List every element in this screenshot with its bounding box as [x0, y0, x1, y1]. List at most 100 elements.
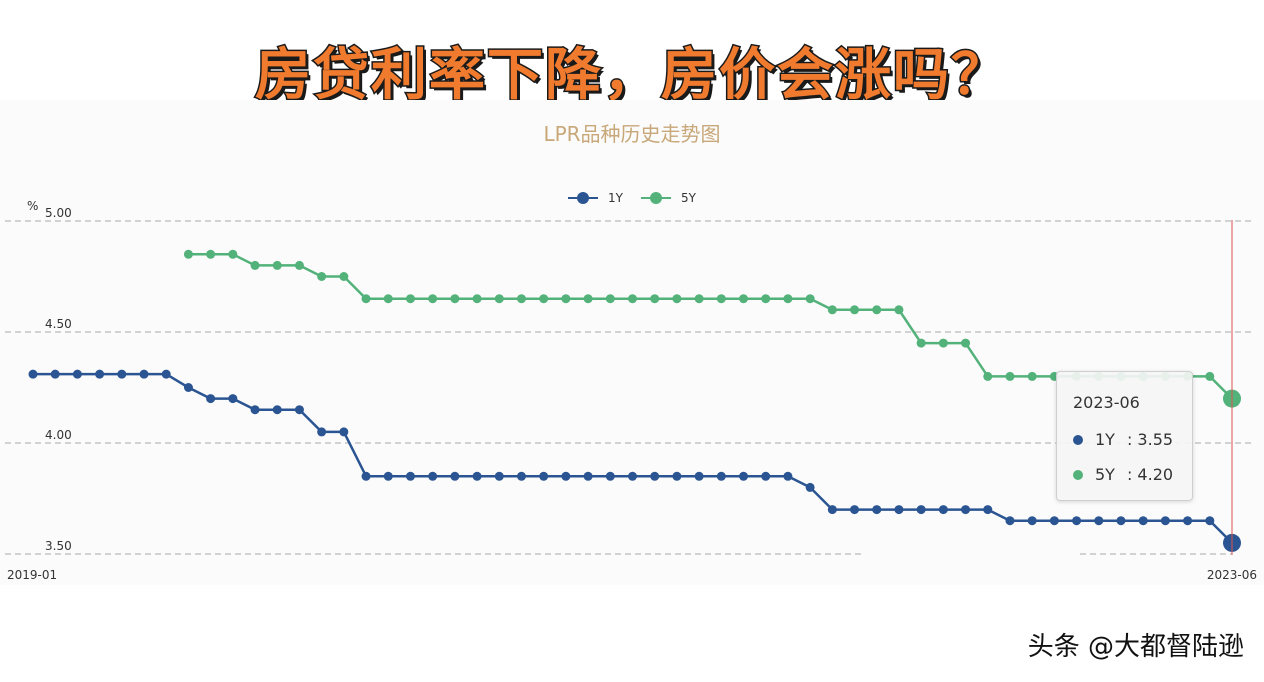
data-point-5y[interactable] — [694, 294, 704, 304]
data-point-1y[interactable] — [72, 369, 82, 379]
data-point-1y[interactable] — [916, 505, 926, 515]
data-point-5y[interactable] — [827, 305, 837, 315]
data-point-1y[interactable] — [228, 394, 238, 404]
data-point-1y[interactable] — [206, 394, 216, 404]
data-point-1y[interactable] — [628, 471, 637, 481]
data-point-1y[interactable] — [139, 369, 149, 379]
data-point-1y[interactable] — [561, 471, 571, 481]
data-point-1y[interactable] — [938, 505, 948, 515]
data-point-5y[interactable] — [228, 249, 238, 259]
data-point-1y[interactable] — [516, 471, 526, 481]
data-point-5y[interactable] — [894, 305, 904, 315]
data-point-1y[interactable] — [827, 505, 837, 515]
data-point-1y[interactable] — [428, 471, 438, 481]
data-point-5y[interactable] — [383, 294, 393, 304]
data-point-1y[interactable] — [1027, 516, 1037, 526]
data-point-5y[interactable] — [183, 249, 193, 259]
data-point-5y[interactable] — [561, 294, 571, 304]
data-point-1y[interactable] — [783, 471, 793, 481]
data-point-5y[interactable] — [716, 294, 726, 304]
tooltip-row-1y: 1Y : 3.55 — [1073, 430, 1173, 449]
data-point-5y[interactable] — [1027, 371, 1037, 381]
data-point-1y[interactable] — [472, 471, 482, 481]
data-point-1y[interactable] — [805, 482, 815, 492]
data-point-1y[interactable] — [1072, 516, 1082, 526]
y-tick-label: 4.50 — [45, 317, 72, 331]
data-point-1y[interactable] — [761, 471, 771, 481]
data-point-1y[interactable] — [872, 505, 882, 515]
data-point-5y[interactable] — [516, 294, 526, 304]
data-point-5y[interactable] — [494, 294, 504, 304]
data-point-1y[interactable] — [983, 505, 993, 515]
data-point-1y[interactable] — [672, 471, 682, 481]
data-point-1y[interactable] — [383, 471, 393, 481]
data-point-5y[interactable] — [761, 294, 771, 304]
data-point-5y[interactable] — [428, 294, 438, 304]
data-point-1y[interactable] — [1160, 516, 1170, 526]
data-point-5y[interactable] — [872, 305, 882, 315]
data-point-5y[interactable] — [983, 371, 993, 381]
data-point-5y[interactable] — [250, 260, 260, 270]
data-point-5y[interactable] — [339, 272, 349, 281]
data-point-1y[interactable] — [539, 471, 549, 481]
data-point-5y[interactable] — [294, 260, 304, 270]
data-point-5y[interactable] — [272, 260, 282, 270]
data-point-1y[interactable] — [183, 383, 193, 392]
data-point-5y[interactable] — [1005, 371, 1015, 381]
data-point-1y[interactable] — [583, 471, 593, 481]
data-point-1y[interactable] — [650, 471, 660, 481]
data-point-5y[interactable] — [539, 294, 549, 304]
data-point-5y[interactable] — [583, 294, 593, 304]
legend-marker — [577, 192, 589, 204]
data-point-1y[interactable] — [50, 369, 60, 379]
data-point-1y[interactable] — [1205, 516, 1215, 526]
data-point-1y[interactable] — [694, 471, 704, 481]
data-point-5y[interactable] — [850, 305, 860, 315]
data-point-5y[interactable] — [739, 294, 749, 304]
data-point-1y[interactable] — [161, 369, 171, 379]
data-point-1y[interactable] — [361, 471, 371, 481]
data-point-5y[interactable] — [628, 294, 637, 304]
data-point-5y[interactable] — [206, 249, 216, 259]
data-point-1y[interactable] — [494, 471, 504, 481]
data-point-5y[interactable] — [783, 294, 793, 304]
data-point-1y[interactable] — [716, 471, 726, 481]
data-point-1y[interactable] — [117, 369, 127, 379]
data-point-1y[interactable] — [739, 471, 749, 481]
data-point-1y[interactable] — [1138, 516, 1148, 526]
data-point-5y[interactable] — [361, 294, 371, 304]
data-point-1y[interactable] — [294, 405, 304, 415]
data-point-1y[interactable] — [1049, 516, 1059, 526]
data-point-1y[interactable] — [894, 505, 904, 515]
data-point-5y[interactable] — [650, 294, 660, 304]
data-point-1y[interactable] — [339, 427, 349, 437]
data-point-1y[interactable] — [95, 369, 105, 379]
data-point-1y[interactable] — [850, 505, 860, 515]
data-point-5y[interactable] — [605, 294, 615, 304]
data-point-1y[interactable] — [317, 427, 327, 437]
data-point-1y[interactable] — [272, 405, 282, 415]
data-point-5y[interactable] — [405, 294, 415, 304]
data-point-1y[interactable] — [250, 405, 260, 415]
data-point-1y[interactable] — [28, 369, 38, 379]
data-point-1y[interactable] — [961, 505, 971, 515]
data-point-1y[interactable] — [605, 471, 615, 481]
data-point-5y[interactable] — [672, 294, 682, 304]
data-point-5y[interactable] — [916, 338, 926, 348]
data-point-1y[interactable] — [1183, 516, 1193, 526]
y-tick-label: 5.00 — [45, 206, 72, 220]
data-point-1y[interactable] — [1094, 516, 1104, 526]
data-point-1y[interactable] — [1005, 516, 1015, 526]
data-point-1y[interactable] — [450, 471, 460, 481]
data-point-5y[interactable] — [938, 338, 948, 348]
data-point-5y[interactable] — [805, 294, 815, 304]
data-point-1y[interactable] — [1116, 516, 1126, 526]
data-point-5y[interactable] — [472, 294, 482, 304]
data-point-5y[interactable] — [1205, 371, 1215, 381]
data-point-5y[interactable] — [450, 294, 460, 304]
data-point-5y[interactable] — [961, 338, 971, 348]
data-point-5y[interactable] — [317, 272, 327, 281]
y-tick-labels: 5.00 4.50 4.00 3.50 — [45, 206, 72, 553]
tooltip-name-1y: 1Y — [1095, 430, 1115, 449]
data-point-1y[interactable] — [405, 471, 415, 481]
